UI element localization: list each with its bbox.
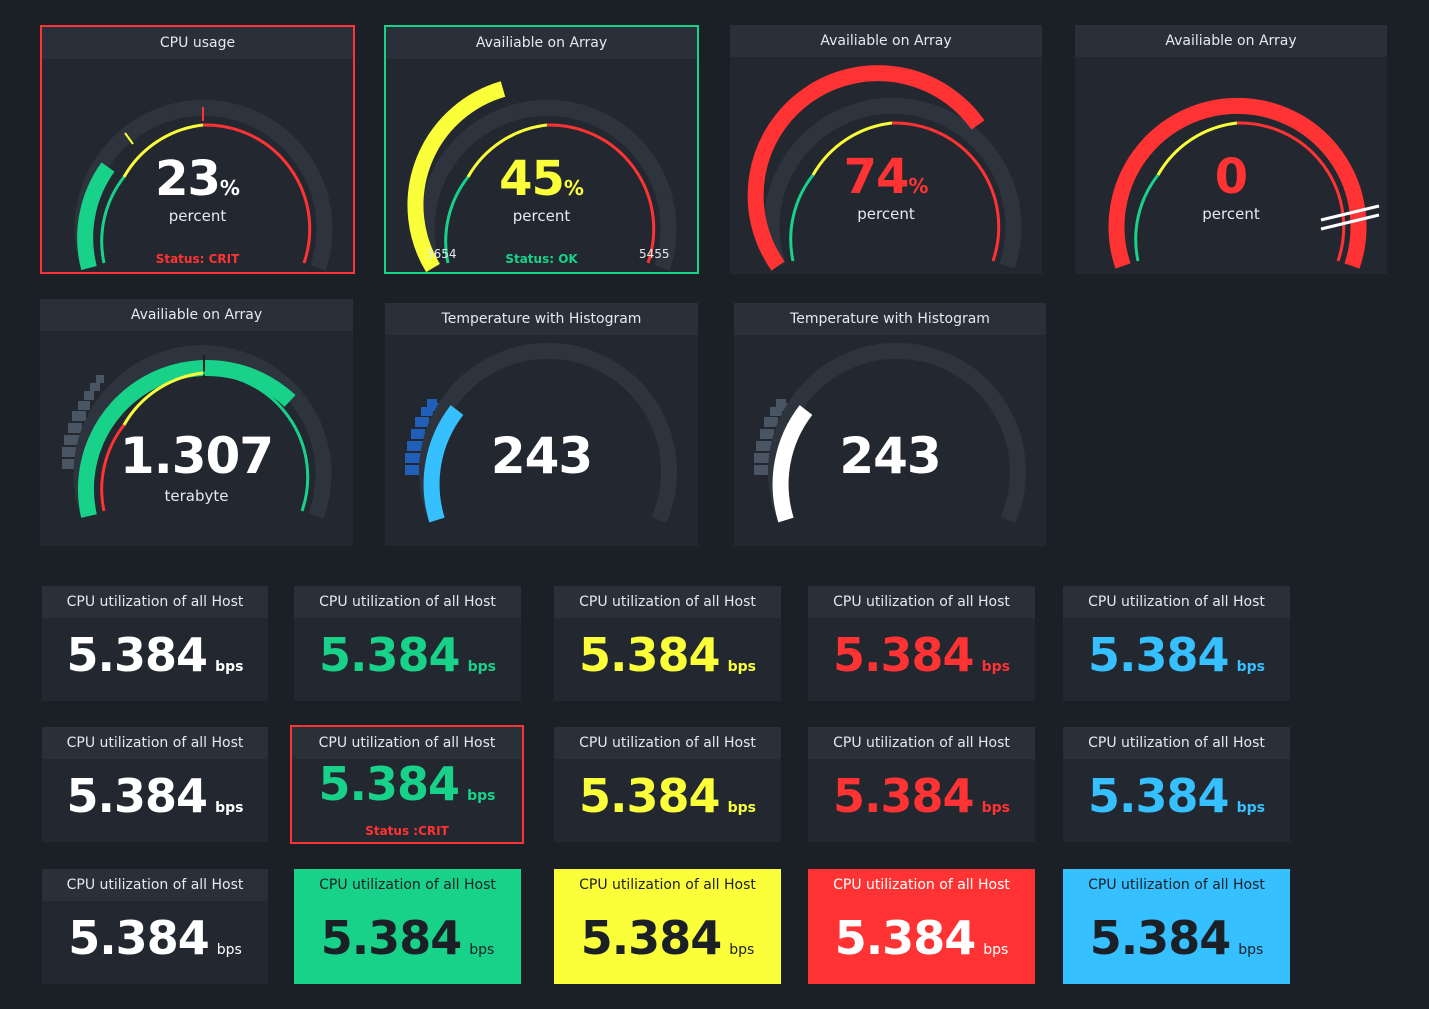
stat-panel-yellow-filled[interactable]: CPU utilization of all Host 5.384 bps: [554, 869, 781, 984]
stat-value: 5.384 bps: [833, 769, 1010, 823]
gauge-panel-array-terabyte[interactable]: Availiable on Array 1.307 terabyte: [40, 299, 353, 546]
gauge-value: 74%: [843, 149, 929, 205]
stat-panel-red-filled[interactable]: CPU utilization of all Host 5.384 bps: [808, 869, 1035, 984]
stat-panel-green-crit[interactable]: CPU utilization of all Host 5.384 bps Sta…: [290, 725, 524, 844]
gauge-arc: [754, 342, 1026, 524]
histogram-bars: [62, 375, 104, 469]
stat-panel-red[interactable]: CPU utilization of all Host 5.384 bps: [808, 727, 1035, 842]
panel-title: CPU utilization of all Host: [808, 586, 1035, 618]
temperature-panel-2[interactable]: Temperature with Histogram 243: [734, 303, 1046, 546]
gauge-unit-label: percent: [1202, 205, 1260, 223]
gauge-unit-label: percent: [168, 207, 227, 225]
stat-panel-white[interactable]: CPU utilization of all Host 5.384 bps: [42, 869, 268, 984]
panel-title: Availiable on Array: [730, 25, 1042, 57]
gauge-unit-label: terabyte: [164, 487, 229, 505]
temperature-panel-1[interactable]: Temperature with Histogram 243: [385, 303, 698, 546]
stat-value: 5.384 bps: [66, 769, 244, 823]
gauge-value: 0: [1214, 149, 1248, 205]
status-text: Status :CRIT: [365, 824, 449, 838]
stat-panel-yellow[interactable]: CPU utilization of all Host 5.384 bps: [554, 727, 781, 842]
stat-value: 5.384 bps: [66, 628, 244, 682]
gauge-value: 45%: [499, 151, 584, 207]
stat-value: 5.384 bps: [319, 628, 496, 682]
stat-value: 5.384 bps: [833, 628, 1010, 682]
gauge-panel-array-3[interactable]: Availiable on Array 0 percent: [1075, 25, 1387, 274]
stat-panel-red[interactable]: CPU utilization of all Host 5.384 bps: [808, 586, 1035, 701]
stat-value: 5.384 bps: [579, 769, 756, 823]
gauge-max-label: 5455: [639, 247, 670, 261]
panel-title: CPU utilization of all Host: [292, 727, 522, 759]
stat-panel-yellow[interactable]: CPU utilization of all Host 5.384 bps: [554, 586, 781, 701]
stat-panel-green[interactable]: CPU utilization of all Host 5.384 bps: [294, 586, 521, 701]
stat-value: 5.384 bps: [320, 911, 495, 965]
panel-title: CPU utilization of all Host: [42, 869, 268, 901]
panel-title: CPU utilization of all Host: [1063, 869, 1290, 901]
panel-title: CPU utilization of all Host: [808, 727, 1035, 759]
stat-panel-blue[interactable]: CPU utilization of all Host 5.384 bps: [1063, 586, 1290, 701]
stat-panel-green-filled[interactable]: CPU utilization of all Host 5.384 bps: [294, 869, 521, 984]
stat-value: 5.384 bps: [1088, 628, 1265, 682]
stat-value: 5.384 bps: [579, 628, 756, 682]
stat-value: 5.384 bps: [318, 757, 496, 811]
stat-value: 5.384 bps: [68, 911, 242, 965]
panel-title: CPU utilization of all Host: [42, 727, 268, 759]
panel-title: CPU usage: [42, 27, 353, 59]
gauge-value: 23%: [155, 151, 240, 207]
panel-title: CPU utilization of all Host: [554, 727, 781, 759]
gauge-value: 243: [490, 427, 593, 485]
status-text: Status: CRIT: [155, 252, 240, 266]
gauge-value: 243: [839, 427, 941, 485]
panel-title: Temperature with Histogram: [385, 303, 698, 335]
gauge-panel-array-2[interactable]: Availiable on Array 74% percent: [730, 25, 1042, 274]
gauge-unit-label: percent: [512, 207, 571, 225]
stat-panel-white[interactable]: CPU utilization of all Host 5.384 bps: [42, 727, 268, 842]
gauge-min-label: 3654: [426, 247, 457, 261]
stat-value: 5.384 bps: [1088, 769, 1265, 823]
panel-title: Temperature with Histogram: [734, 303, 1046, 335]
stat-panel-blue-filled[interactable]: CPU utilization of all Host 5.384 bps: [1063, 869, 1290, 984]
panel-title: CPU utilization of all Host: [294, 869, 521, 901]
stat-panel-white[interactable]: CPU utilization of all Host 5.384 bps: [42, 586, 268, 701]
stat-value: 5.384 bps: [580, 911, 755, 965]
panel-title: CPU utilization of all Host: [42, 586, 268, 618]
panel-title: Availiable on Array: [40, 299, 353, 331]
gauge-arc: [407, 81, 677, 273]
stat-value: 5.384 bps: [1089, 911, 1264, 965]
stat-panel-blue[interactable]: CPU utilization of all Host 5.384 bps: [1063, 727, 1290, 842]
panel-title: CPU utilization of all Host: [808, 869, 1035, 901]
panel-title: Availiable on Array: [1075, 25, 1387, 57]
gauge-unit-label: percent: [857, 205, 915, 223]
gauge-arc: [405, 342, 677, 524]
gauge-arc: [1108, 97, 1380, 269]
gauge-panel-cpu-usage[interactable]: CPU usage 23% percent Status: CRIT: [40, 25, 355, 274]
gauge-arc: [747, 65, 1022, 271]
panel-title: CPU utilization of all Host: [1063, 727, 1290, 759]
panel-title: CPU utilization of all Host: [294, 586, 521, 618]
gauge-arc: [74, 99, 333, 271]
panel-title: Availiable on Array: [386, 27, 697, 59]
gauge-panel-array-1[interactable]: Availiable on Array 45% percent 3654 545…: [384, 25, 699, 274]
panel-title: CPU utilization of all Host: [554, 586, 781, 618]
status-text: Status: OK: [505, 252, 578, 266]
panel-title: CPU utilization of all Host: [554, 869, 781, 901]
stat-value: 5.384 bps: [834, 911, 1009, 965]
gauge-value: 1.307: [119, 427, 274, 485]
panel-title: CPU utilization of all Host: [1063, 586, 1290, 618]
gauge-arc: [62, 345, 332, 519]
